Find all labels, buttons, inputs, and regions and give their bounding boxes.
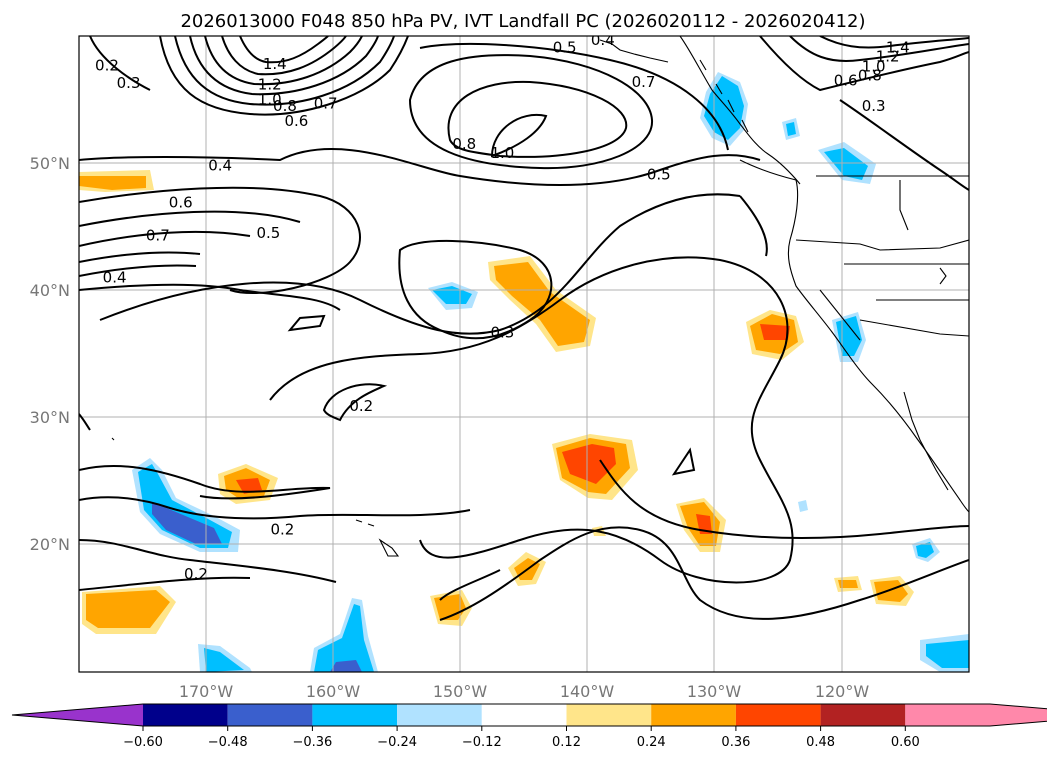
colorbar-tick-label: −0.36 — [292, 735, 332, 750]
ivt-negative-region — [920, 634, 969, 672]
colorbar-tick-label: −0.24 — [377, 735, 417, 750]
ivt-negative-region — [782, 118, 800, 140]
chart-title: 2026013000 F048 850 hPa PV, IVT Landfall… — [180, 11, 865, 32]
lat-tick-label: 20°N — [30, 535, 70, 554]
lon-tick-label: 160°W — [306, 682, 361, 701]
lat-tick-label: 40°N — [30, 281, 70, 300]
ivt-positive-region — [488, 256, 596, 352]
contour-label: 0.8 — [273, 97, 297, 115]
coastlines — [111, 36, 969, 557]
contour-label: 0.5 — [257, 224, 281, 242]
contour-label: 1.4 — [263, 55, 287, 73]
contour-label: 1.0 — [490, 144, 514, 162]
contour-label: 0.4 — [591, 31, 615, 49]
ivt-negative-region — [132, 458, 240, 552]
colorbar-segment — [651, 704, 736, 726]
colorbar: −0.60 −0.48 −0.36 −0.24 −0.12 0.12 0.24 0.36 0.4… — [11, 703, 1047, 750]
lon-tick-label: 140°W — [560, 682, 615, 701]
contour-label: 1.2 — [876, 47, 900, 65]
contour-label: 0.7 — [314, 94, 338, 112]
contour-label: 1.4 — [886, 38, 910, 56]
colorbar-over-extension — [990, 704, 1047, 726]
contour-label: 0.8 — [858, 66, 882, 84]
colorbar-segment — [735, 704, 821, 726]
contour-label: 1.2 — [258, 75, 282, 93]
lon-tick-label: 170°W — [179, 682, 234, 701]
colorbar-tick-label: 0.24 — [637, 735, 666, 750]
colorbar-under-extension — [12, 704, 143, 726]
pv-contour-lines — [79, 36, 969, 621]
ivt-positive-region — [834, 576, 862, 592]
lon-tick-label: 150°W — [433, 682, 488, 701]
contour-label: 0.6 — [169, 194, 193, 212]
map-frame — [78, 35, 970, 673]
map-gridlines — [79, 36, 969, 672]
ivt-negative-region — [198, 644, 252, 672]
contour-label: 0.7 — [146, 227, 170, 245]
contour-label: 0.4 — [208, 157, 232, 175]
contour-label: 0.2 — [270, 521, 294, 539]
colorbar-tick-label: −0.60 — [123, 735, 163, 750]
longitude-axis: 170°W 160°W 150°W 140°W 130°W 120°W — [179, 682, 870, 701]
contour-label: 0.2 — [349, 397, 373, 415]
contour-label: 0.2 — [95, 56, 119, 74]
ivt-positive-region — [82, 586, 176, 634]
ivt-positive-region — [746, 310, 804, 360]
colorbar-segment — [820, 704, 906, 726]
colorbar-tick-label: −0.48 — [208, 735, 248, 750]
colorbar-segment — [481, 704, 567, 726]
contour-label: 0.5 — [647, 166, 671, 184]
contour-label: 0.3 — [117, 74, 141, 92]
colorbar-tick-label: 0.60 — [891, 735, 920, 750]
lat-tick-label: 30°N — [30, 408, 70, 427]
colorbar-tick-label: −0.12 — [462, 735, 502, 750]
lon-tick-label: 120°W — [815, 682, 870, 701]
contour-label: 0.2 — [184, 565, 208, 583]
contour-label: 0.6 — [284, 112, 308, 130]
lon-tick-label: 130°W — [687, 682, 742, 701]
colorbar-segment — [397, 704, 482, 726]
contour-label: 0.3 — [490, 323, 514, 341]
ivt-negative-region — [310, 598, 378, 672]
latitude-axis: 50°N 40°N 30°N 20°N — [30, 154, 70, 554]
contour-label: 0.5 — [553, 38, 577, 56]
colorbar-segment — [566, 704, 652, 726]
ivt-shading — [79, 72, 969, 672]
colorbar-segment — [312, 704, 398, 726]
colorbar-outline — [11, 703, 1047, 727]
colorbar-segment — [227, 704, 313, 726]
contour-label: 0.4 — [103, 269, 127, 287]
contour-label: 0.7 — [632, 73, 656, 91]
colorbar-tick-label: 0.12 — [552, 735, 581, 750]
contour-label: 0.6 — [834, 72, 858, 90]
colorbar-tick-label: 0.36 — [721, 735, 750, 750]
contour-label: 1.0 — [258, 91, 282, 109]
contour-label: 1.0 — [862, 58, 886, 76]
contour-label: 0.8 — [452, 135, 476, 153]
colorbar-segment — [143, 704, 228, 726]
contour-label: 0.3 — [862, 97, 886, 115]
ivt-positive-region — [79, 170, 154, 192]
lat-tick-label: 50°N — [30, 154, 70, 173]
colorbar-segment — [905, 704, 990, 726]
pv-contour-labels: 1.41.21.00.80.70.60.50.40.70.81.00.51.41… — [95, 31, 910, 583]
ivt-negative-region — [798, 500, 808, 512]
colorbar-tick-label: 0.48 — [806, 735, 835, 750]
